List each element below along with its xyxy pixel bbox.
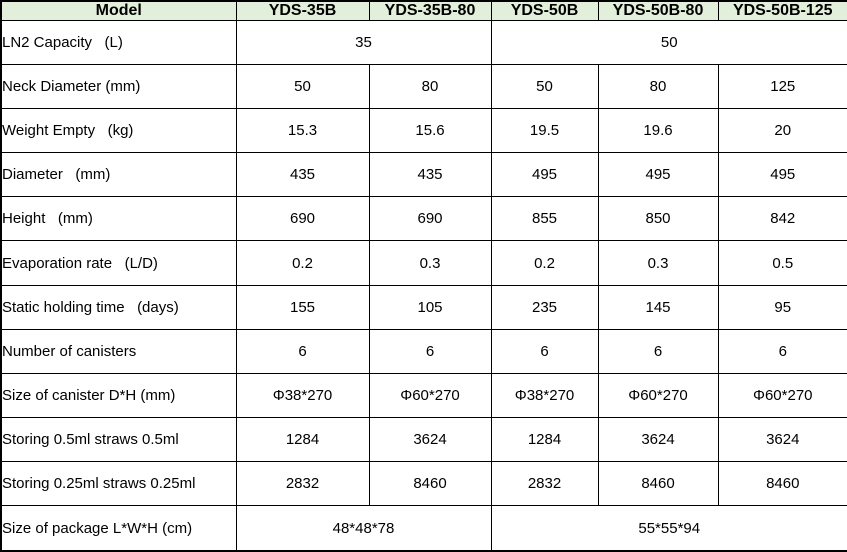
value-cell: 50 — [490, 19, 847, 66]
value-cell: 6 — [597, 328, 719, 374]
value-cell: 80 — [368, 64, 492, 110]
header-col-yds-50b: YDS-50B — [490, 0, 599, 21]
value-cell: 3624 — [717, 416, 847, 462]
header-col-yds-35b: YDS-35B — [235, 0, 370, 21]
table-row: Size of canister D*H (mm) Φ38*270 Φ60*270 Φ… — [0, 372, 847, 418]
value-cell: 8460 — [597, 460, 719, 507]
header-model-label: Model — [0, 0, 237, 21]
value-cell: 2832 — [490, 460, 599, 507]
row-label: Height (mm) — [0, 196, 237, 242]
row-label: Size of canister D*H (mm) — [0, 372, 237, 418]
value-cell: 35 — [235, 19, 492, 66]
table-row: Storing 0.5ml straws 0.5ml 1284 3624 1284 36… — [0, 416, 847, 462]
value-cell: 842 — [717, 196, 847, 242]
value-cell: 80 — [597, 64, 719, 110]
value-cell: 8460 — [368, 460, 492, 507]
value-cell: Φ60*270 — [717, 372, 847, 418]
table-row: Number of canisters 6 6 6 6 6 — [0, 328, 847, 374]
value-cell: 6 — [717, 328, 847, 374]
row-label: Evaporation rate (L/D) — [0, 240, 237, 286]
value-cell: 145 — [597, 284, 719, 330]
value-cell: 50 — [490, 64, 599, 110]
value-cell: 690 — [368, 196, 492, 242]
table-row: Storing 0.25ml straws 0.25ml 2832 8460 2832… — [0, 460, 847, 507]
value-cell: 3624 — [368, 416, 492, 462]
row-label: Static holding time (days) — [0, 284, 237, 330]
table-row: Weight Empty (kg) 15.3 15.6 19.5 19.6 20 — [0, 108, 847, 154]
row-label: Storing 0.25ml straws 0.25ml — [0, 460, 237, 507]
value-cell: 15.6 — [368, 108, 492, 154]
row-label: Size of package L*W*H (cm) — [0, 505, 237, 552]
header-col-yds-50b-125: YDS-50B-125 — [717, 0, 847, 21]
value-cell: 19.5 — [490, 108, 599, 154]
value-cell: 495 — [717, 152, 847, 198]
table-row: Evaporation rate (L/D) 0.2 0.3 0.2 0.3 0.5 — [0, 240, 847, 286]
header-col-yds-50b-80: YDS-50B-80 — [597, 0, 719, 21]
value-cell: 435 — [368, 152, 492, 198]
value-cell: Φ38*270 — [235, 372, 370, 418]
value-cell: 0.2 — [490, 240, 599, 286]
value-cell: Φ60*270 — [597, 372, 719, 418]
table-row: LN2 Capacity (L) 35 50 — [0, 19, 847, 66]
value-cell: 15.3 — [235, 108, 370, 154]
table-row: Diameter (mm) 435 435 495 495 495 — [0, 152, 847, 198]
value-cell: 55*55*94 — [490, 505, 847, 552]
row-label: Diameter (mm) — [0, 152, 237, 198]
value-cell: 19.6 — [597, 108, 719, 154]
row-label: Number of canisters — [0, 328, 237, 374]
value-cell: 155 — [235, 284, 370, 330]
value-cell: 495 — [490, 152, 599, 198]
row-label: Neck Diameter (mm) — [0, 64, 237, 110]
value-cell: 0.3 — [597, 240, 719, 286]
value-cell: 435 — [235, 152, 370, 198]
value-cell: Φ38*270 — [490, 372, 599, 418]
value-cell: 690 — [235, 196, 370, 242]
table-row: Height (mm) 690 690 855 850 842 — [0, 196, 847, 242]
value-cell: 6 — [235, 328, 370, 374]
value-cell: 0.2 — [235, 240, 370, 286]
value-cell: 2832 — [235, 460, 370, 507]
value-cell: 850 — [597, 196, 719, 242]
value-cell: 20 — [717, 108, 847, 154]
value-cell: 235 — [490, 284, 599, 330]
value-cell: 3624 — [597, 416, 719, 462]
header-row: Model YDS-35B YDS-35B-80 YDS-50B YDS-50B-80 Y… — [0, 0, 847, 21]
row-label: Storing 0.5ml straws 0.5ml — [0, 416, 237, 462]
value-cell: 6 — [490, 328, 599, 374]
value-cell: 1284 — [235, 416, 370, 462]
table-row: Neck Diameter (mm) 50 80 50 80 125 — [0, 64, 847, 110]
value-cell: 8460 — [717, 460, 847, 507]
value-cell: Φ60*270 — [368, 372, 492, 418]
header-col-yds-35b-80: YDS-35B-80 — [368, 0, 492, 21]
value-cell: 105 — [368, 284, 492, 330]
value-cell: 125 — [717, 64, 847, 110]
table-row: Static holding time (days) 155 105 235 145 95 — [0, 284, 847, 330]
row-label: LN2 Capacity (L) — [0, 19, 237, 66]
value-cell: 0.5 — [717, 240, 847, 286]
value-cell: 0.3 — [368, 240, 492, 286]
value-cell: 6 — [368, 328, 492, 374]
value-cell: 50 — [235, 64, 370, 110]
value-cell: 48*48*78 — [235, 505, 492, 552]
value-cell: 855 — [490, 196, 599, 242]
value-cell: 495 — [597, 152, 719, 198]
row-label: Weight Empty (kg) — [0, 108, 237, 154]
table-row: Size of package L*W*H (cm) 48*48*78 55*55*… — [0, 505, 847, 552]
value-cell: 95 — [717, 284, 847, 330]
value-cell: 1284 — [490, 416, 599, 462]
